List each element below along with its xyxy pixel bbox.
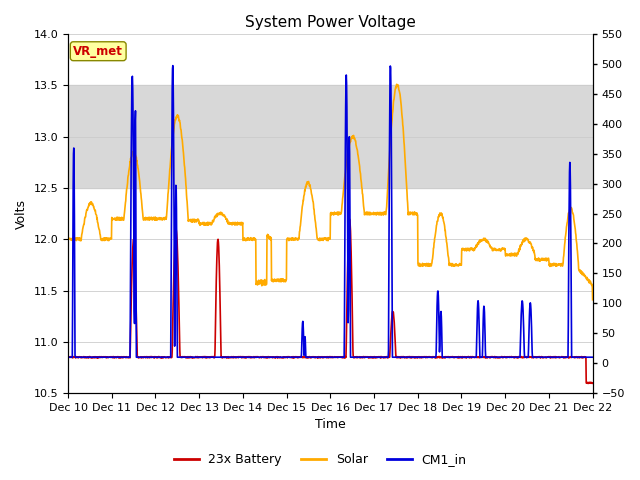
Y-axis label: Volts: Volts: [15, 199, 28, 228]
Legend: 23x Battery, Solar, CM1_in: 23x Battery, Solar, CM1_in: [168, 448, 472, 471]
Bar: [68, 85, 593, 188]
Text: VR_met: VR_met: [73, 45, 123, 58]
Title: System Power Voltage: System Power Voltage: [245, 15, 416, 30]
X-axis label: Time: Time: [315, 419, 346, 432]
